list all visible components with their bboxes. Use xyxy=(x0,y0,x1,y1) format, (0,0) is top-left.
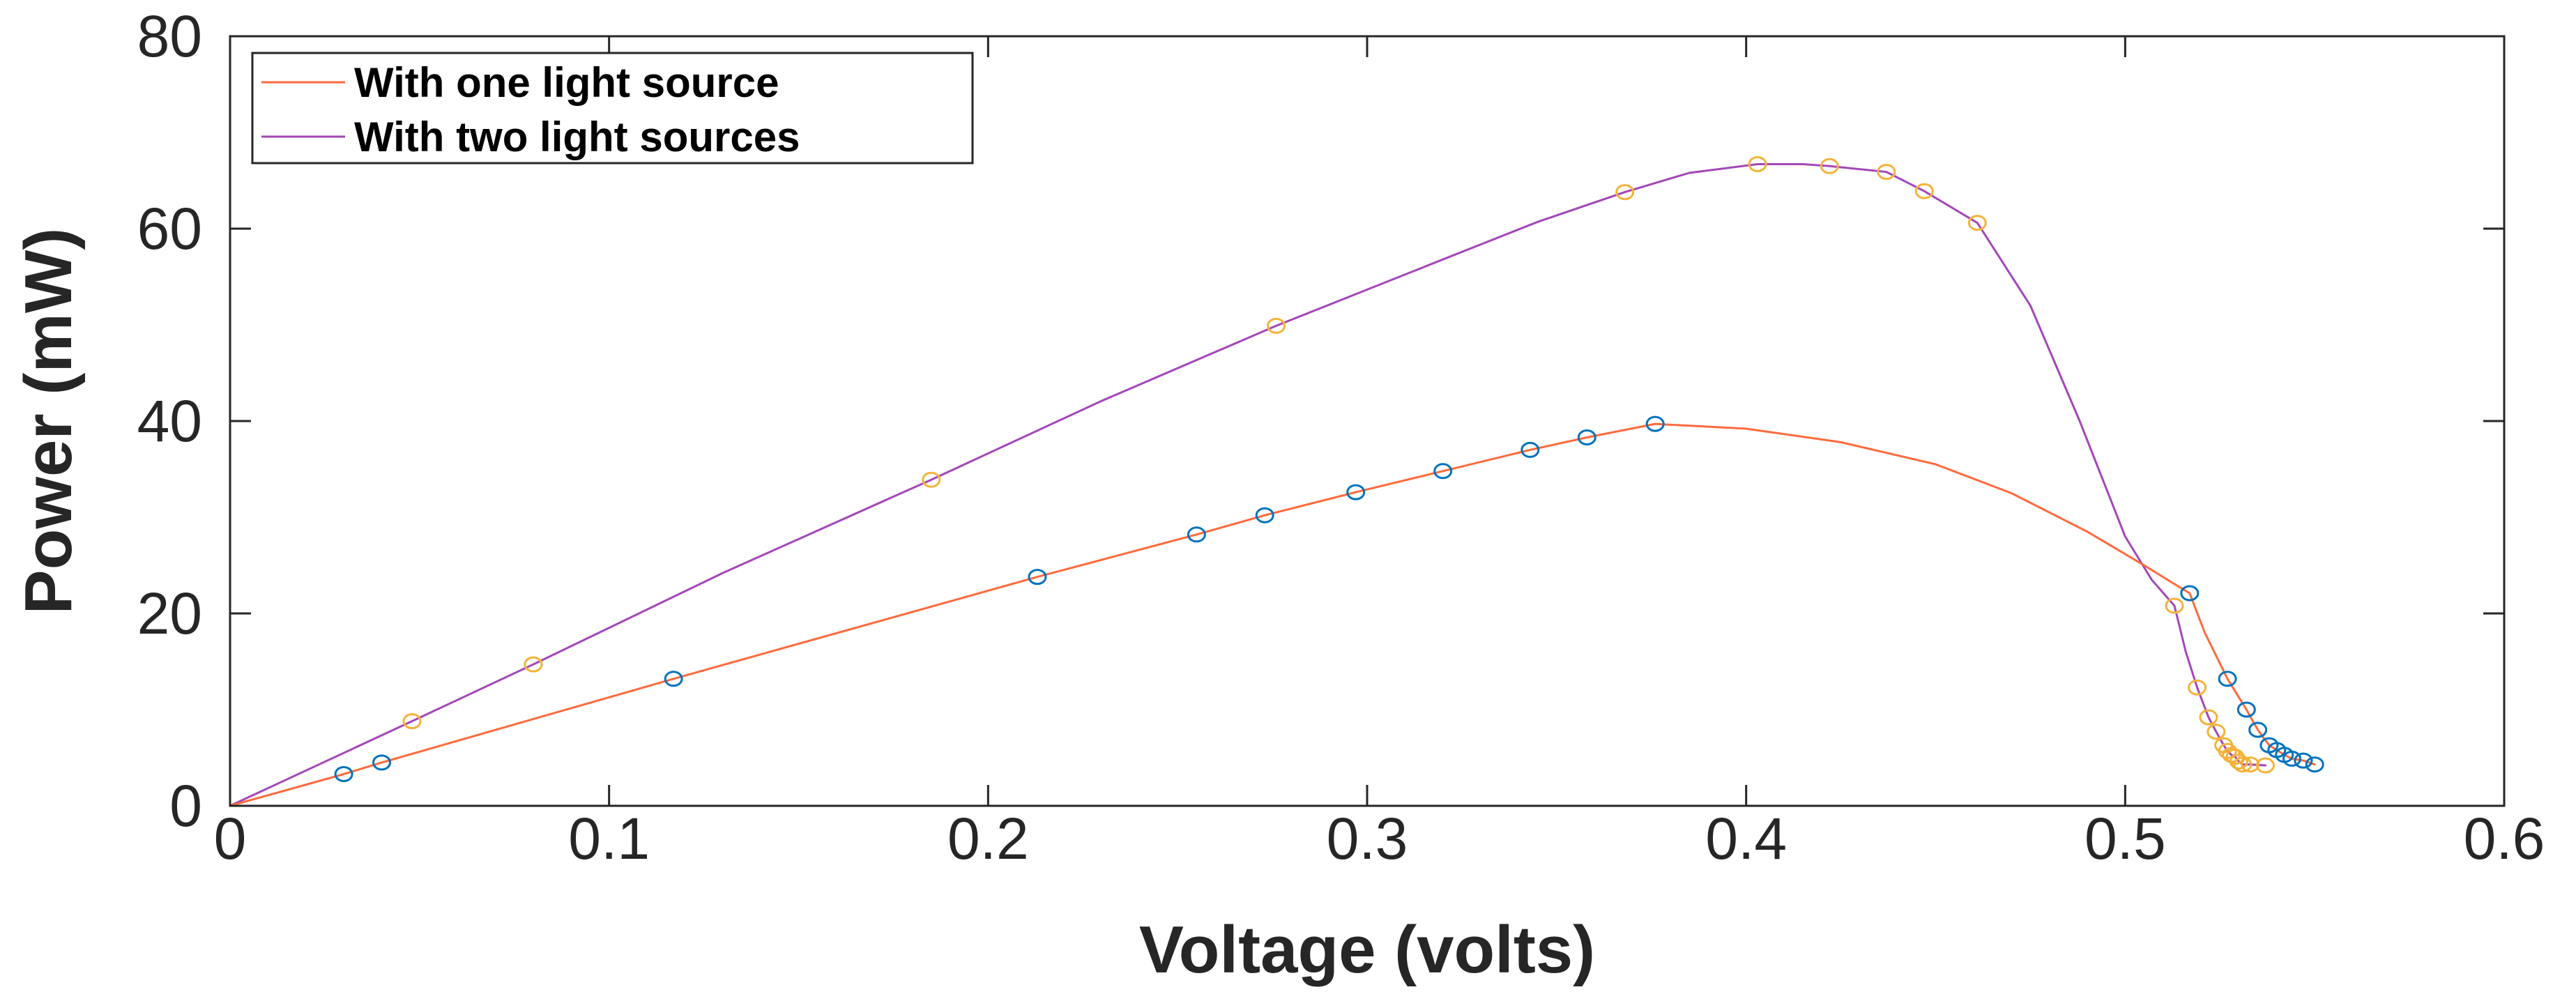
data-point-two-light-sources xyxy=(2188,679,2207,696)
y-tick-label: 40 xyxy=(137,388,202,454)
data-point-two-light-sources xyxy=(2241,756,2260,773)
data-point-two-light-sources xyxy=(922,471,941,488)
data-point-one-light-source xyxy=(2294,752,2313,769)
data-point-one-light-source xyxy=(372,754,391,771)
data-point-one-light-source xyxy=(2248,721,2268,738)
y-tick-label: 60 xyxy=(137,196,202,261)
plot-area xyxy=(230,36,2504,806)
data-point-one-light-source xyxy=(1577,429,1596,445)
y-tick-label: 80 xyxy=(137,3,202,69)
legend-box xyxy=(251,52,974,165)
data-point-two-light-sources xyxy=(1748,156,1767,172)
data-point-two-light-sources xyxy=(1967,215,1987,231)
data-point-two-light-sources xyxy=(2233,756,2253,773)
x-tick-label: 0.1 xyxy=(568,806,650,871)
data-point-one-light-source xyxy=(1521,441,1540,458)
y-axis-title: Power (mW) xyxy=(11,228,86,615)
data-point-two-light-sources xyxy=(524,656,543,673)
y-tick-label: 20 xyxy=(137,581,202,646)
x-axis-ticks: 0 0.1 0.2 0.3 0.4 0.5 0.6 xyxy=(214,36,2545,871)
x-tick-label: 0.6 xyxy=(2464,806,2545,871)
data-point-one-light-source xyxy=(1187,526,1206,543)
data-point-one-light-source xyxy=(1028,569,1047,586)
y-axis-ticks: 0 20 40 60 80 xyxy=(137,3,2504,839)
x-tick-label: 0.5 xyxy=(2085,806,2166,871)
legend: With one light source With two light sou… xyxy=(251,52,974,165)
data-point-two-light-sources xyxy=(1267,317,1286,334)
x-tick-label: 0.2 xyxy=(947,806,1029,871)
data-point-two-light-sources xyxy=(2165,597,2184,614)
x-tick-label: 0.4 xyxy=(1705,806,1787,871)
data-point-two-light-sources xyxy=(2256,757,2275,774)
data-point-one-light-source xyxy=(334,766,353,782)
x-tick-label: 0 xyxy=(214,806,247,871)
data-point-one-light-source xyxy=(1645,415,1665,432)
data-point-one-light-source xyxy=(664,671,683,687)
data-point-one-light-source xyxy=(1433,463,1453,480)
y-tick-label: 0 xyxy=(169,773,202,839)
legend-label-one-light-source: With one light source xyxy=(354,59,779,106)
data-point-two-light-sources xyxy=(402,713,422,730)
data-point-two-light-sources xyxy=(1615,184,1635,201)
legend-label-two-light-sources: With two light sources xyxy=(354,114,800,160)
x-tick-label: 0.3 xyxy=(1327,806,1408,871)
data-point-one-light-source xyxy=(2236,701,2256,718)
data-point-one-light-source xyxy=(2305,756,2324,773)
data-point-one-light-source xyxy=(1255,507,1274,524)
data-point-two-light-sources xyxy=(1914,183,1934,199)
data-point-one-light-source xyxy=(2282,750,2301,767)
data-point-two-light-sources xyxy=(1877,164,1896,181)
data-point-two-light-sources xyxy=(2229,754,2248,770)
data-point-one-light-source xyxy=(2180,585,2200,602)
data-point-two-light-sources xyxy=(2207,724,2226,740)
data-point-one-light-source xyxy=(2218,671,2237,687)
x-axis-title: Voltage (volts) xyxy=(1139,912,1595,987)
data-point-two-light-sources xyxy=(1820,158,1839,174)
data-point-two-light-sources xyxy=(2199,709,2218,726)
data-point-one-light-source xyxy=(1346,484,1366,500)
marker-layer xyxy=(334,156,2324,782)
